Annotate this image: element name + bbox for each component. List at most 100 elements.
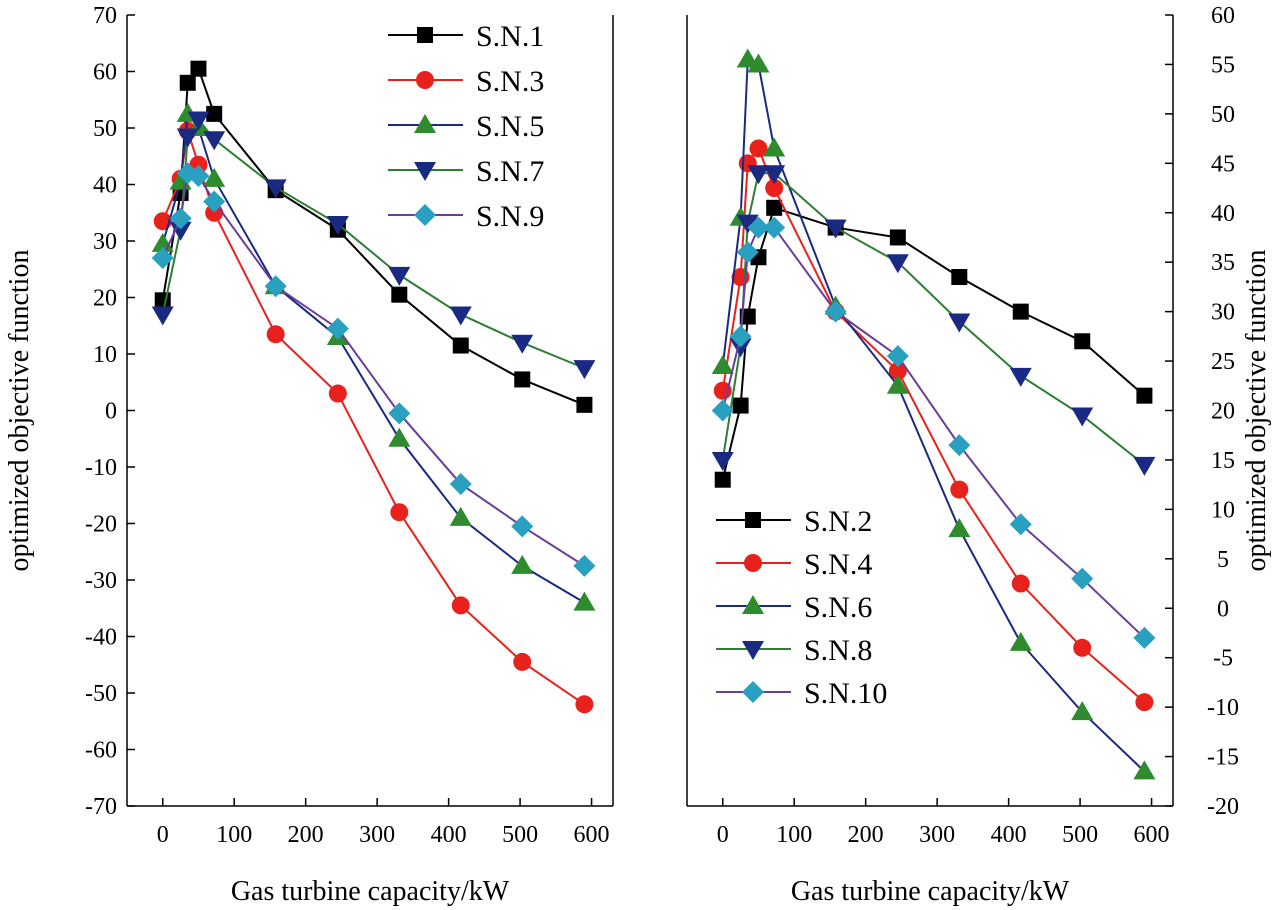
chart-panel-2: 0 100 200 300 400 500 600 -20 -15 -10 -5 0 5 10 15 20 25…	[686, 3, 1272, 907]
x-tick-label: 500	[1062, 822, 1098, 848]
legend-item-S.N.6: S.N.6	[716, 591, 872, 624]
data-point	[264, 179, 287, 199]
x-tick-label: 600	[574, 822, 610, 848]
legend-item-S.N.10: S.N.10	[716, 677, 887, 710]
chart-panel-1: 0 100 200 300 400 500 600-70-60-50-40-30-20-10…	[4, 3, 614, 907]
legend-item-S.N.1: S.N.1	[388, 20, 544, 53]
legend-marker	[414, 162, 436, 181]
data-point	[736, 214, 759, 234]
data-point	[511, 334, 534, 354]
data-point	[948, 434, 971, 457]
data-point	[711, 451, 734, 471]
data-point	[889, 229, 906, 246]
data-point	[326, 216, 349, 236]
y-tick-label: 30	[1211, 300, 1235, 326]
y-tick-label: -10	[85, 455, 117, 481]
y-tick-label: -10	[1207, 695, 1239, 721]
x-tick-label: 0	[157, 822, 169, 848]
legend-item-S.N.3: S.N.3	[388, 65, 544, 98]
data-point	[151, 306, 174, 326]
data-point	[1133, 626, 1156, 649]
y-tick-label: -5	[1213, 646, 1233, 672]
data-point	[1071, 567, 1094, 590]
legend-label: S.N.4	[804, 548, 872, 581]
data-point	[950, 480, 969, 499]
legend-item-S.N.8: S.N.8	[716, 634, 872, 667]
y-tick-label: 60	[93, 60, 117, 86]
legend-marker	[745, 512, 761, 528]
x-tick-label: 300	[359, 822, 395, 848]
data-point	[1009, 631, 1032, 651]
legend-marker	[744, 554, 762, 572]
data-point	[888, 361, 907, 380]
data-point	[176, 128, 199, 148]
data-point	[886, 254, 909, 274]
data-point	[763, 165, 786, 185]
y-tick-label: 5	[1217, 547, 1229, 573]
data-point	[391, 286, 408, 303]
y-tick-label: 40	[1211, 201, 1235, 227]
legend-item-S.N.7: S.N.7	[388, 155, 544, 188]
data-point	[711, 399, 734, 422]
data-point	[951, 269, 968, 286]
data-point	[1074, 333, 1091, 350]
legend-label: S.N.9	[476, 200, 544, 233]
data-point	[169, 221, 192, 241]
data-point	[1071, 701, 1094, 721]
data-point	[1135, 693, 1154, 712]
data-point	[190, 60, 207, 77]
y-tick-label: 40	[93, 173, 117, 199]
series-S.N.9	[151, 162, 596, 577]
y-tick-label: -30	[85, 568, 117, 594]
y-tick-label: 20	[1211, 399, 1235, 425]
data-point	[326, 317, 349, 340]
data-point	[576, 396, 593, 413]
data-point	[711, 355, 734, 375]
data-point	[451, 596, 470, 615]
data-point	[388, 402, 411, 425]
data-point	[573, 591, 596, 611]
data-point	[264, 275, 287, 298]
data-point	[747, 53, 770, 73]
y-tick-label: 50	[93, 116, 117, 142]
legend-marker	[414, 204, 436, 226]
x-tick-label: 500	[502, 822, 538, 848]
legend-label: S.N.2	[804, 505, 872, 538]
data-point	[573, 360, 596, 380]
data-point	[1133, 456, 1156, 476]
y-tick-label: 70	[93, 3, 117, 29]
data-point	[169, 207, 192, 230]
legend-item-S.N.4: S.N.4	[716, 548, 872, 581]
data-point	[151, 246, 174, 269]
series-S.N.2	[714, 199, 1153, 488]
x-tick-label: 600	[1134, 822, 1170, 848]
y-tick-label: -20	[1207, 794, 1239, 820]
data-point	[739, 308, 756, 325]
data-point	[187, 111, 210, 131]
data-point	[886, 374, 909, 394]
data-point	[948, 518, 971, 538]
data-point	[390, 503, 409, 522]
data-point	[729, 338, 752, 358]
legend-item-S.N.5: S.N.5	[388, 110, 544, 143]
data-point	[187, 165, 210, 188]
x-tick-label: 300	[919, 822, 955, 848]
series-S.N.10	[711, 216, 1156, 649]
x-tick-label: 400	[991, 822, 1027, 848]
data-point	[573, 554, 596, 577]
series-S.N.3	[153, 121, 594, 714]
y-axis-title: optimized objective function	[1241, 250, 1272, 572]
y-tick-label: -70	[85, 794, 117, 820]
data-point	[203, 131, 226, 151]
data-point	[714, 471, 731, 488]
x-tick-label: 100	[776, 822, 812, 848]
legend-item-S.N.2: S.N.2	[716, 505, 872, 538]
legend-marker	[742, 595, 764, 614]
legend-label: S.N.5	[476, 110, 544, 143]
data-point	[729, 325, 752, 348]
legend-marker	[742, 681, 764, 703]
data-point	[449, 506, 472, 526]
data-point	[766, 199, 783, 216]
y-tick-label: 20	[93, 286, 117, 312]
